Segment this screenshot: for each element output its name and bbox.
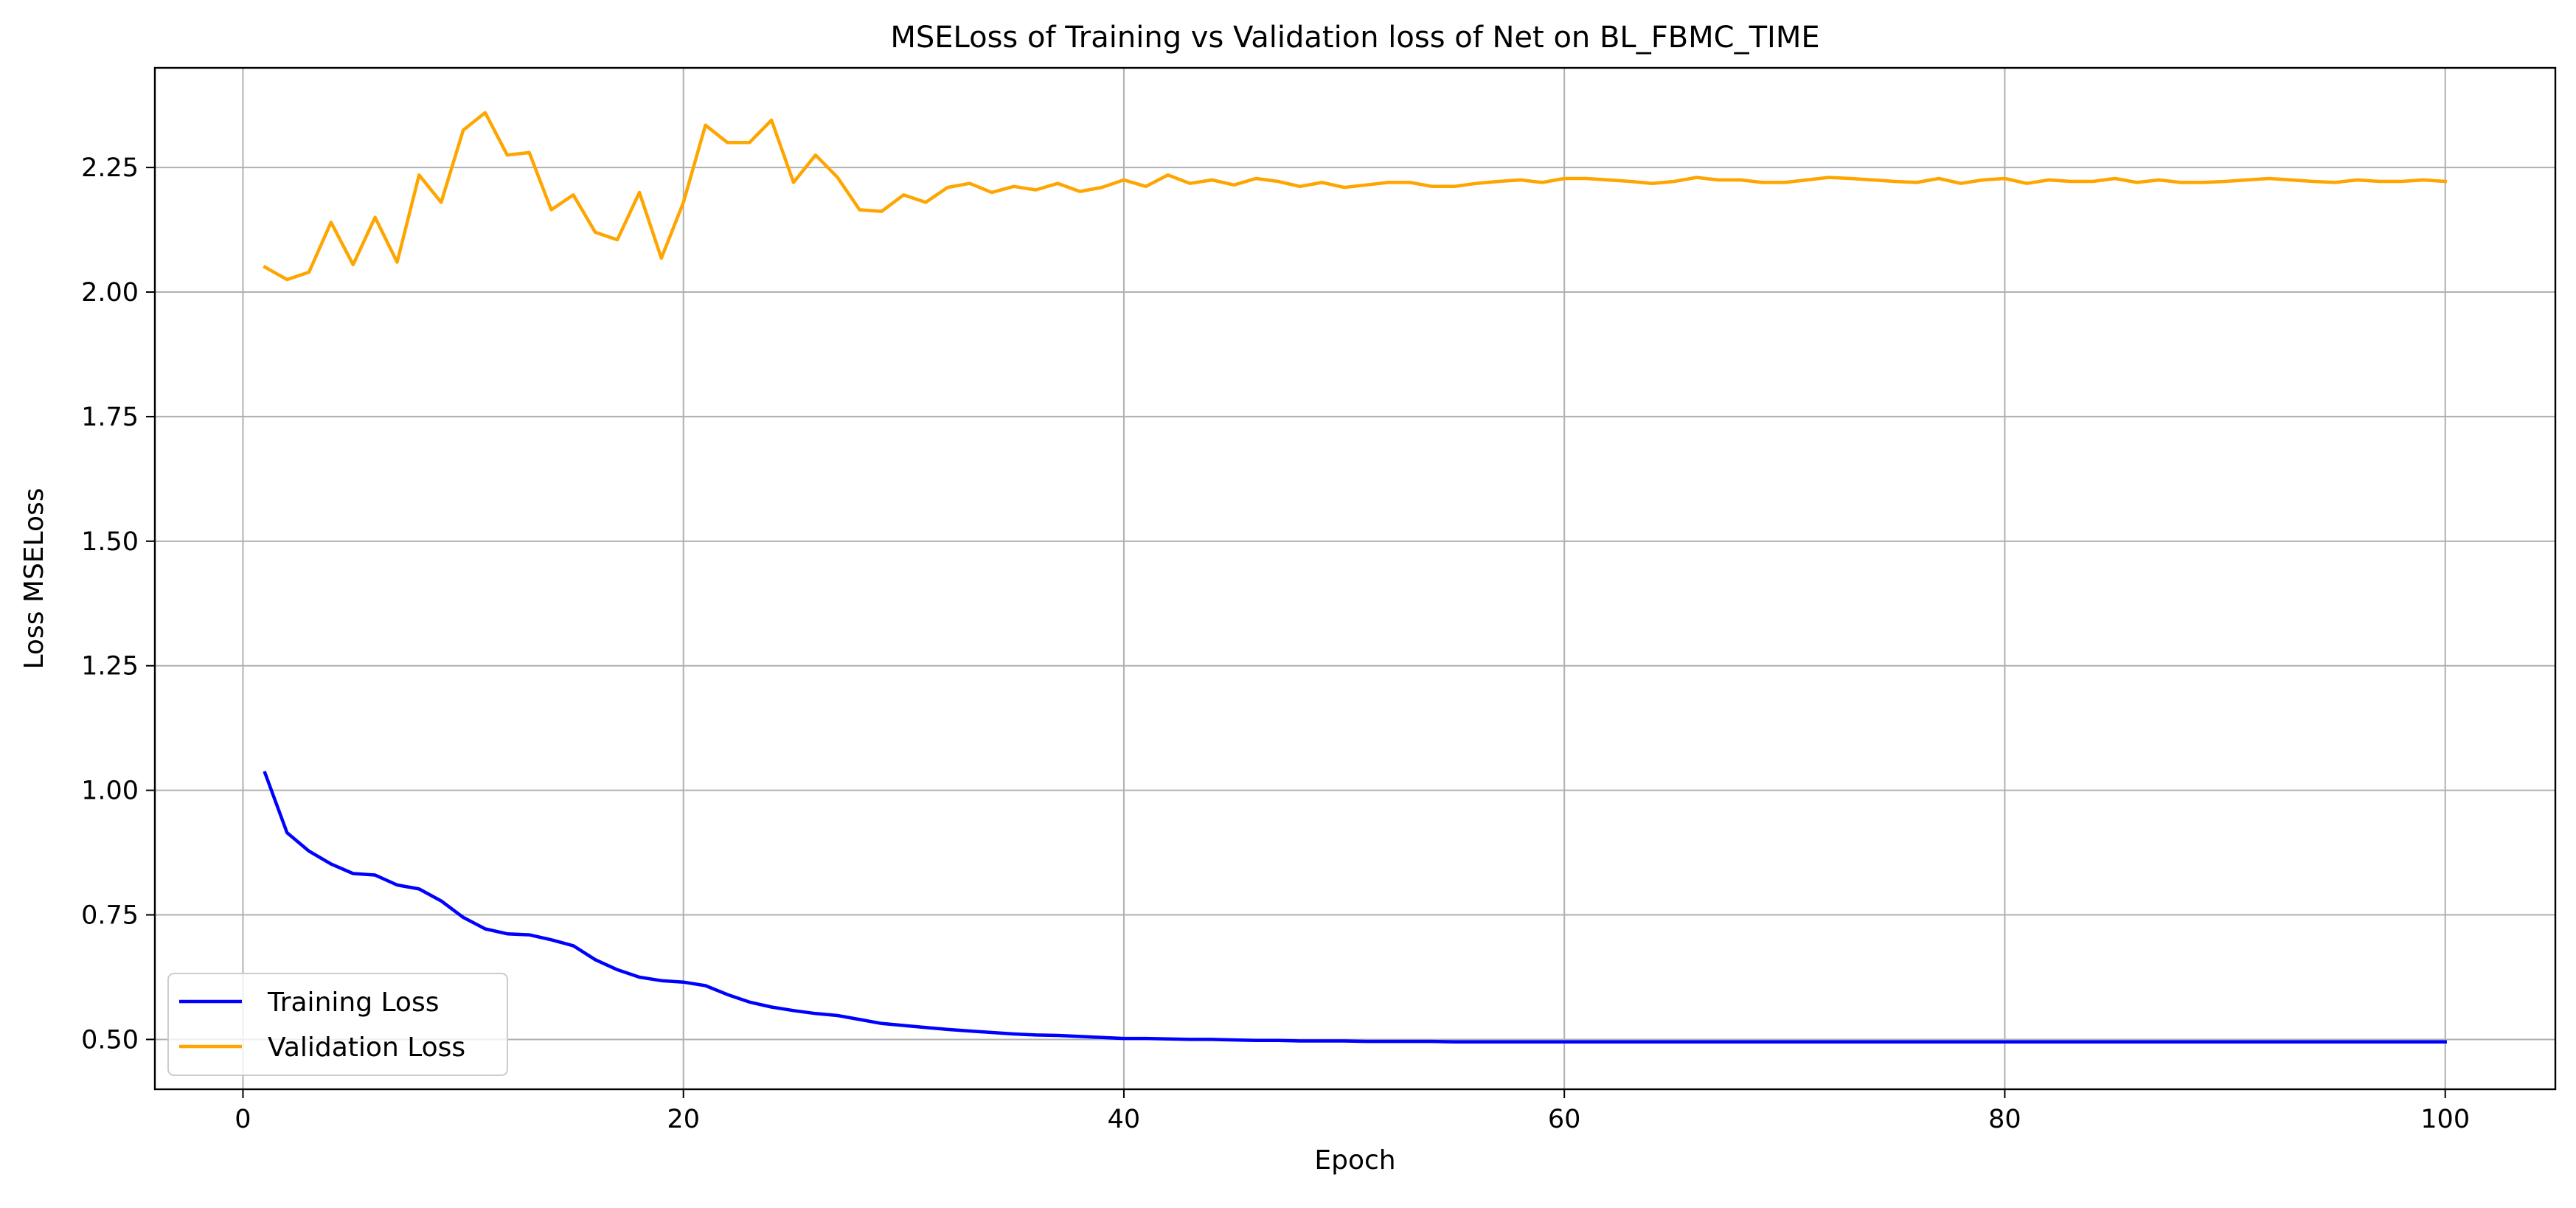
series-line-validation-loss (263, 111, 2448, 282)
y-tick-label: 0.75 (81, 901, 139, 931)
y-tick-label: 0.50 (81, 1025, 139, 1055)
y-tick-label: 2.25 (81, 153, 139, 183)
x-tick-label: 100 (2420, 1105, 2470, 1134)
x-tick-label: 20 (667, 1105, 700, 1134)
axis-ticks: 0 20 40 60 80 100 0.50 0.75 1.00 1.25 1.50 1.75 2.00… (81, 153, 2470, 1134)
legend: Training Loss Validation Loss (167, 973, 508, 1076)
x-tick-label: 80 (1988, 1105, 2021, 1134)
series-lines (263, 111, 2448, 1044)
y-axis-label: Loss MSELoss (19, 487, 49, 669)
plot-frame (153, 66, 2557, 1091)
y-tick-label: 1.00 (81, 777, 139, 806)
x-axis-label: Epoch (1314, 1145, 1395, 1176)
x-tick-label: 60 (1548, 1105, 1581, 1134)
chart-title: MSELoss of Training vs Validation loss o… (890, 21, 1819, 55)
y-tick-label: 2.00 (81, 278, 139, 308)
y-tick-label: 1.25 (81, 652, 139, 681)
legend-label: Validation Loss (268, 1032, 465, 1063)
x-tick-label: 40 (1108, 1105, 1141, 1134)
x-tick-label: 0 (235, 1105, 251, 1134)
series-line-training-loss (263, 771, 2447, 1044)
y-tick-label: 1.50 (81, 527, 139, 557)
y-tick-label: 1.75 (81, 403, 139, 432)
grid-lines (155, 68, 2555, 1089)
legend-label: Training Loss (267, 987, 439, 1018)
legend-box (167, 973, 508, 1076)
